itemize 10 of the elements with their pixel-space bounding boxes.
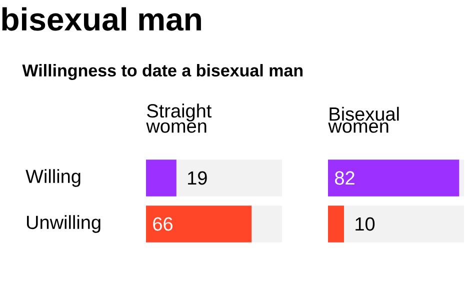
data-label: 10	[356, 217, 375, 231]
y-tick-label: Unwilling	[27, 215, 100, 233]
chart-subtitle: Willingness to date a bisexual man	[22, 64, 303, 80]
data-label: 19	[188, 171, 207, 185]
y-tick-label: Willing	[26, 169, 80, 187]
chart-title: bisexual man	[2, 7, 201, 31]
data-label: 82	[335, 171, 354, 185]
series-label: Straight women	[146, 104, 212, 133]
series-label: Bisexual women	[328, 106, 399, 133]
data-label: 66	[153, 217, 172, 231]
